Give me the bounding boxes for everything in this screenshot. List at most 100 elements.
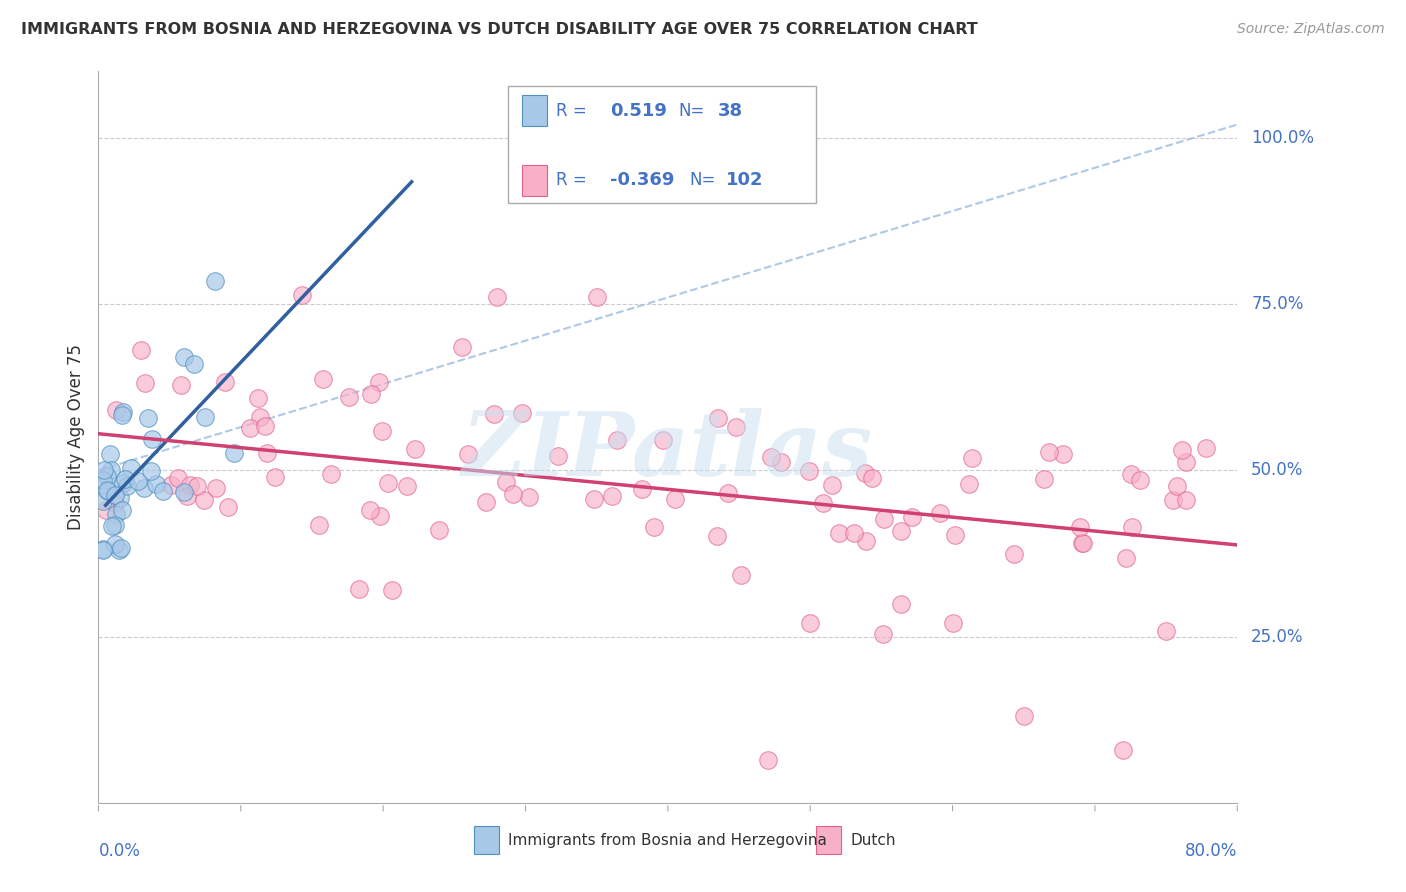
- Text: R =: R =: [557, 171, 586, 189]
- Point: [547, 449, 569, 463]
- Point: [756, 753, 779, 767]
- Point: [890, 524, 912, 538]
- Point: [254, 418, 277, 433]
- Point: [183, 357, 205, 371]
- Point: [1038, 444, 1060, 458]
- Text: 0.0%: 0.0%: [98, 842, 141, 860]
- Point: [427, 524, 450, 538]
- Point: [1112, 742, 1135, 756]
- Point: [799, 463, 821, 477]
- Point: [1002, 548, 1025, 562]
- Point: [1175, 492, 1198, 507]
- Point: [319, 467, 342, 482]
- Point: [957, 476, 980, 491]
- Text: R =: R =: [557, 102, 586, 120]
- Point: [1195, 441, 1218, 455]
- Point: [730, 567, 752, 582]
- Text: 75.0%: 75.0%: [1251, 295, 1303, 313]
- Point: [1032, 472, 1054, 486]
- Point: [170, 378, 193, 392]
- Point: [457, 447, 479, 461]
- Point: [872, 627, 894, 641]
- Point: [652, 433, 675, 447]
- FancyBboxPatch shape: [522, 165, 547, 195]
- Text: 80.0%: 80.0%: [1185, 842, 1237, 860]
- Point: [482, 407, 505, 421]
- Point: [759, 450, 782, 465]
- Point: [139, 464, 162, 478]
- Text: 25.0%: 25.0%: [1251, 628, 1303, 646]
- Point: [145, 476, 167, 491]
- Point: [960, 451, 983, 466]
- Point: [1174, 455, 1197, 469]
- Point: [381, 583, 404, 598]
- Point: [359, 503, 381, 517]
- FancyBboxPatch shape: [815, 826, 841, 854]
- Point: [606, 433, 628, 447]
- Point: [1052, 447, 1074, 461]
- Y-axis label: Disability Age Over 75: Disability Age Over 75: [66, 344, 84, 530]
- Text: 50.0%: 50.0%: [1251, 461, 1303, 479]
- Text: ZIPatlas: ZIPatlas: [463, 409, 873, 495]
- Point: [585, 290, 607, 304]
- Point: [104, 518, 127, 533]
- Point: [799, 616, 821, 631]
- Point: [1163, 493, 1185, 508]
- Point: [112, 476, 135, 491]
- Point: [217, 500, 239, 514]
- Point: [193, 493, 215, 508]
- FancyBboxPatch shape: [474, 826, 499, 854]
- Point: [630, 482, 652, 496]
- Point: [842, 526, 865, 541]
- Point: [205, 481, 228, 495]
- Point: [855, 534, 877, 549]
- Point: [890, 597, 912, 611]
- Point: [510, 406, 533, 420]
- Point: [873, 512, 896, 526]
- Point: [828, 526, 851, 541]
- Point: [853, 466, 876, 480]
- Point: [176, 489, 198, 503]
- Text: 0.519: 0.519: [610, 102, 666, 120]
- Point: [707, 411, 730, 425]
- Point: [96, 483, 118, 498]
- Text: IMMIGRANTS FROM BOSNIA AND HERZEGOVINA VS DUTCH DISABILITY AGE OVER 75 CORRELATI: IMMIGRANTS FROM BOSNIA AND HERZEGOVINA V…: [21, 22, 977, 37]
- Point: [600, 489, 623, 503]
- Point: [91, 473, 114, 487]
- Point: [1069, 520, 1091, 534]
- Point: [1129, 473, 1152, 487]
- Point: [901, 509, 924, 524]
- Point: [643, 520, 665, 534]
- Point: [120, 461, 142, 475]
- Point: [110, 541, 132, 555]
- Text: 100.0%: 100.0%: [1251, 128, 1315, 147]
- Text: -0.369: -0.369: [610, 171, 673, 189]
- Point: [134, 376, 156, 390]
- Point: [928, 507, 950, 521]
- Point: [98, 447, 121, 461]
- Point: [368, 508, 391, 523]
- Point: [475, 495, 498, 509]
- Point: [141, 432, 163, 446]
- Point: [115, 478, 138, 492]
- Point: [1166, 479, 1188, 493]
- Point: [108, 543, 131, 558]
- Point: [224, 446, 246, 460]
- Point: [134, 481, 156, 495]
- Point: [404, 442, 426, 456]
- Point: [942, 616, 965, 631]
- Text: N=: N=: [689, 171, 716, 189]
- Point: [194, 410, 217, 425]
- Point: [1121, 467, 1143, 481]
- Point: [93, 463, 115, 477]
- Point: [1121, 520, 1143, 534]
- Point: [94, 503, 117, 517]
- Point: [395, 478, 418, 492]
- Point: [337, 390, 360, 404]
- Point: [308, 518, 330, 533]
- Point: [108, 491, 131, 505]
- Point: [370, 425, 392, 439]
- Point: [167, 471, 190, 485]
- Point: [1071, 535, 1094, 549]
- Point: [519, 490, 541, 504]
